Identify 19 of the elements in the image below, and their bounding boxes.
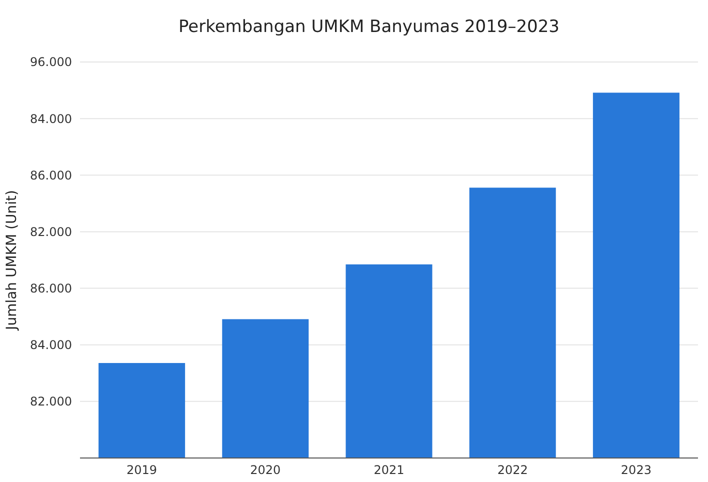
- text: 86.000: [30, 168, 72, 182]
- text: 84.000: [30, 338, 72, 352]
- x-tick-label: 2019: [126, 463, 158, 477]
- text: 82.000: [30, 224, 72, 239]
- y-axis-title: Jumlah UMKM (Unit): [4, 190, 20, 331]
- bar: [98, 363, 186, 458]
- bar: [222, 319, 309, 458]
- bar: [469, 188, 556, 458]
- x-tick-label: 2023: [620, 463, 652, 477]
- x-tick-label: 2020: [250, 463, 281, 477]
- text: 82.000: [30, 394, 72, 409]
- text: 86.000: [30, 281, 72, 296]
- text: 84.000: [30, 112, 72, 126]
- bar: [346, 264, 432, 458]
- x-tick-label: 2022: [497, 463, 528, 477]
- chart-title: Perkembangan UMKM Banyumas 2019–2023: [178, 17, 560, 37]
- bar: [592, 92, 680, 458]
- x-tick-label: 2021: [374, 463, 404, 477]
- text: 96.000: [30, 55, 72, 70]
